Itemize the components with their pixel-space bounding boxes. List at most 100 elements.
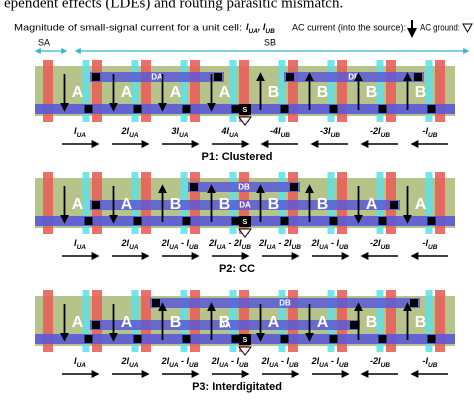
cell-label: A bbox=[72, 196, 84, 213]
text-run: 2I bbox=[311, 356, 320, 366]
contact bbox=[286, 73, 294, 81]
current-label: IUA bbox=[74, 238, 86, 250]
current-label: -2IUB bbox=[370, 356, 390, 368]
contact bbox=[92, 321, 100, 329]
legend-magnitude: Magnitude of small-signal current for a … bbox=[14, 22, 242, 32]
contact bbox=[378, 105, 387, 113]
text-run: UB bbox=[292, 244, 302, 251]
gate-strip bbox=[43, 290, 53, 352]
contact bbox=[290, 183, 298, 191]
current-label: 2IUA - IUB bbox=[211, 356, 249, 368]
finger-strip bbox=[376, 290, 384, 352]
text-run: - 2I bbox=[276, 238, 292, 248]
drain-bar bbox=[90, 320, 360, 330]
current-label: IUA bbox=[74, 126, 86, 138]
text-run: -2I bbox=[370, 356, 381, 366]
text-run: 2I bbox=[258, 238, 267, 248]
contact bbox=[182, 105, 191, 113]
contact bbox=[133, 105, 142, 113]
cell-label: A bbox=[72, 84, 84, 101]
finger-strip bbox=[180, 60, 188, 122]
contact bbox=[133, 217, 142, 225]
contact bbox=[84, 217, 93, 225]
source-label: S bbox=[243, 337, 248, 344]
region-sa: SA bbox=[38, 37, 50, 47]
drain-label: DA bbox=[151, 73, 163, 82]
current-label: 2IUA - IUB bbox=[311, 238, 349, 250]
contact bbox=[280, 105, 289, 113]
contact bbox=[329, 217, 338, 225]
current-label: -2IUB bbox=[370, 126, 390, 138]
text-run: 2I bbox=[121, 126, 130, 136]
cell-label: A bbox=[415, 196, 427, 213]
text-run: UA bbox=[249, 28, 259, 35]
finger-strip bbox=[82, 172, 90, 234]
current-label: -IUB bbox=[423, 238, 438, 250]
cell-label: B bbox=[366, 84, 378, 101]
text-run: 2I bbox=[261, 356, 270, 366]
text-run: UB bbox=[381, 362, 391, 369]
text-run: 2I bbox=[211, 356, 220, 366]
current-label: -2IUB bbox=[370, 238, 390, 250]
contact bbox=[92, 73, 100, 81]
contact bbox=[378, 335, 387, 343]
contact bbox=[280, 217, 289, 225]
text-run: UA bbox=[77, 362, 87, 369]
current-label: 3IUA bbox=[172, 126, 189, 138]
gate-strip bbox=[43, 60, 53, 122]
text-run: - 2I bbox=[226, 238, 242, 248]
text-run: 2I bbox=[121, 356, 130, 366]
contact bbox=[92, 201, 100, 209]
text-run: UA bbox=[229, 132, 239, 139]
drain-bar bbox=[90, 200, 400, 210]
drain-label: DA bbox=[219, 321, 231, 330]
text-run: 2I bbox=[161, 356, 170, 366]
text-run: -2I bbox=[370, 126, 381, 136]
drain-label: DB bbox=[238, 183, 250, 192]
text-run: 2I bbox=[208, 238, 217, 248]
contact bbox=[152, 299, 160, 307]
legend-ground-icon bbox=[462, 23, 473, 34]
text-run: UB bbox=[189, 244, 199, 251]
source-label: S bbox=[243, 219, 248, 226]
text-run: UB bbox=[428, 132, 438, 139]
drain-bar bbox=[90, 72, 224, 82]
text-run: UB bbox=[281, 132, 291, 139]
cell-label: A bbox=[121, 84, 133, 101]
source-label: S bbox=[243, 107, 248, 114]
text-run: UB bbox=[242, 244, 252, 251]
text-run: UA bbox=[77, 132, 87, 139]
text-run: - I bbox=[329, 356, 340, 366]
current-label: -4IUB bbox=[270, 126, 290, 138]
cell-label: A bbox=[121, 196, 133, 213]
finger-strip bbox=[376, 60, 384, 122]
text-run: UB bbox=[331, 132, 341, 139]
text-run: 2I bbox=[121, 238, 130, 248]
finger-strip bbox=[425, 290, 433, 352]
text-run: UA bbox=[77, 244, 87, 251]
text-run: UB bbox=[381, 132, 391, 139]
cell-label: B bbox=[268, 84, 280, 101]
current-label: 2IUA - IUB bbox=[311, 356, 349, 368]
cell-label: A bbox=[72, 314, 84, 331]
cell-label: A bbox=[268, 314, 280, 331]
text-run: UA bbox=[169, 362, 179, 369]
contact bbox=[390, 201, 398, 209]
contact bbox=[231, 105, 240, 113]
ground-symbol bbox=[238, 346, 252, 356]
contact bbox=[190, 183, 198, 191]
cell-label: B bbox=[170, 314, 182, 331]
cell-label: A bbox=[121, 314, 133, 331]
text-run: - I bbox=[179, 356, 190, 366]
panel-caption: P2: CC bbox=[219, 263, 255, 275]
cell-label: A bbox=[219, 84, 231, 101]
text-run: UB bbox=[381, 244, 391, 251]
text-run: - I bbox=[229, 356, 240, 366]
text-run: -2I bbox=[370, 238, 381, 248]
gate-strip bbox=[435, 172, 445, 234]
contact bbox=[182, 335, 191, 343]
gate-strip bbox=[386, 290, 396, 352]
cell-label: B bbox=[366, 314, 378, 331]
ground-symbol bbox=[238, 116, 252, 126]
text-run: I bbox=[246, 22, 249, 32]
